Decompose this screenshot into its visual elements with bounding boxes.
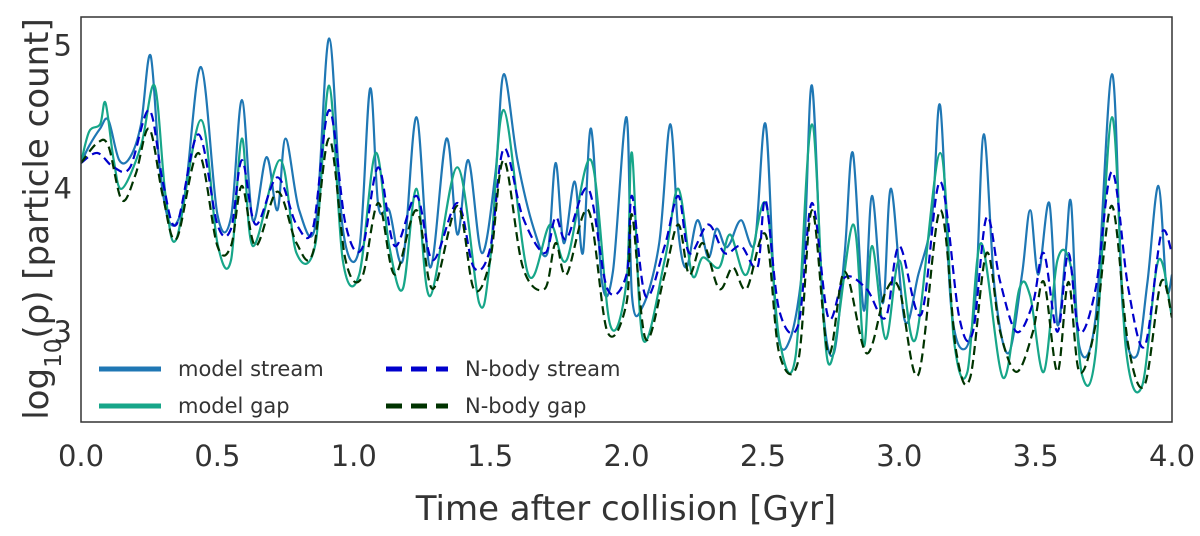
y-axis-label-log: log — [17, 368, 57, 420]
legend: model stream model gap N-body stream N-b… — [99, 357, 621, 418]
plot-area-frame — [80, 16, 1173, 423]
x-tick-label: 2.0 — [603, 439, 649, 473]
legend-label-model-stream: model stream — [178, 357, 324, 381]
x-tick-label: 0.0 — [58, 439, 104, 473]
legend-label-n-body-stream: N-body stream — [465, 357, 621, 381]
y-tick-label: 5 — [54, 29, 72, 63]
y-axis-label: log10(ρ) [particle count] — [17, 18, 67, 420]
series-line-n-body-gap — [81, 127, 1172, 389]
x-tick-label: 4.0 — [1149, 439, 1195, 473]
legend-label-model-gap: model gap — [178, 394, 290, 418]
x-tick-label: 0.5 — [194, 439, 240, 473]
series-layer — [81, 37, 1172, 394]
x-tick-label: 1.5 — [467, 439, 513, 473]
x-tick-labels: 0.0 0.5 1.0 1.5 2.0 2.5 3.0 3.5 4.0 — [58, 439, 1195, 473]
x-tick-label: 3.5 — [1013, 439, 1059, 473]
legend-label-n-body-gap: N-body gap — [465, 394, 586, 418]
x-axis-label: Time after collision [Gyr] — [415, 489, 836, 529]
y-tick-label: 3 — [54, 315, 72, 349]
series-line-model-stream — [81, 37, 1172, 359]
y-tick-label: 4 — [54, 172, 72, 206]
y-axis-label-rest: (ρ) [particle count] — [17, 18, 57, 338]
y-axis-label-subscript: 10 — [41, 339, 67, 368]
x-tick-label: 3.0 — [876, 439, 922, 473]
x-tick-label: 1.0 — [331, 439, 377, 473]
y-tick-labels: 3 4 5 — [54, 29, 72, 349]
x-tick-label: 2.5 — [740, 439, 786, 473]
series-line-n-body-stream — [81, 108, 1172, 349]
